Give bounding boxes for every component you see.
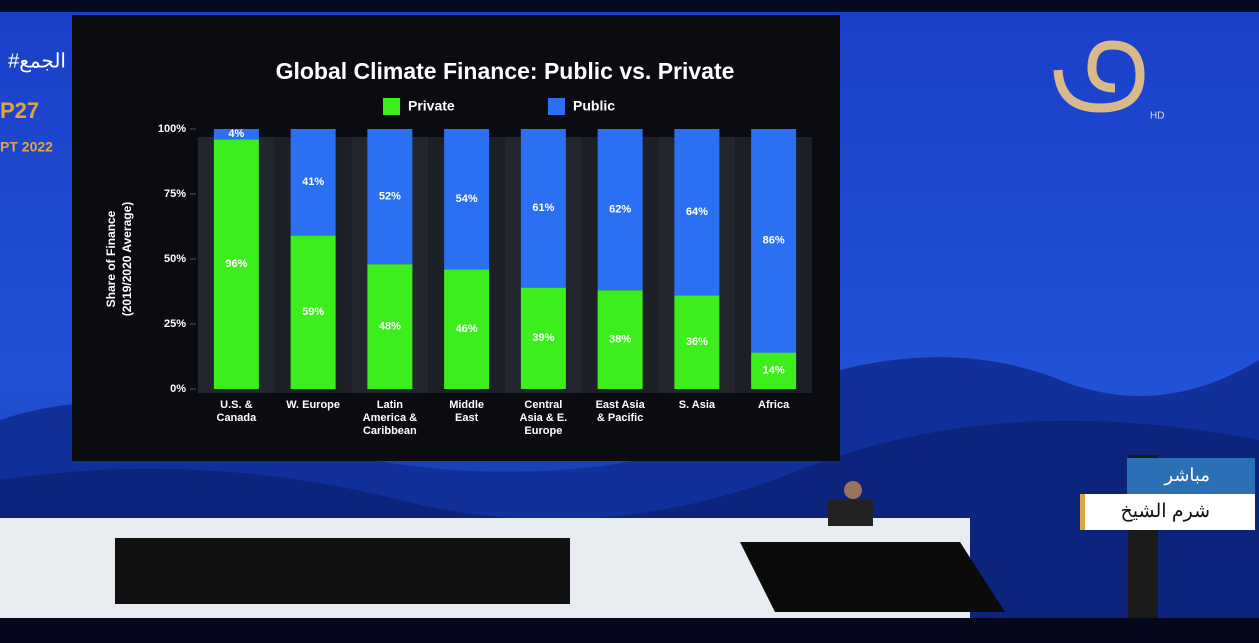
live-label: مباشر (1163, 465, 1210, 486)
bar-segment (213, 129, 259, 140)
location-accent (1080, 494, 1085, 530)
y-tick-label: 0% (170, 383, 186, 395)
data-label: 59% (302, 306, 324, 318)
location-badge (1080, 494, 1255, 530)
y-tick-label: 100% (158, 123, 186, 135)
event-date: PT 2022 (0, 139, 53, 155)
bar-segment (520, 287, 566, 389)
data-label: 54% (456, 193, 478, 205)
data-label: 14% (763, 365, 785, 377)
legend-label: Public (573, 98, 615, 114)
y-axis-label: Share of Finance (104, 210, 118, 307)
data-label: 36% (686, 336, 708, 348)
data-label: 61% (532, 202, 554, 214)
bar-segment (444, 269, 490, 389)
bar-segment (597, 290, 643, 389)
bar-segment (674, 129, 720, 296)
data-label: 4% (228, 128, 244, 140)
bar-segment (520, 129, 566, 288)
seated-head (844, 481, 862, 499)
location-label: شرم الشيخ (1121, 501, 1210, 522)
bar-segment (367, 264, 413, 389)
data-label: 96% (225, 258, 247, 270)
data-label: 38% (609, 334, 631, 346)
y-tick-label: 75% (164, 188, 186, 200)
x-tick-label: W. Europe (286, 399, 340, 411)
x-tick-label: U.S. & Canada (217, 399, 258, 424)
data-label: 86% (763, 235, 785, 247)
y-tick-label: 50% (164, 253, 186, 265)
bar-segment (290, 129, 336, 236)
bar-segment (751, 352, 797, 389)
bar-segment (367, 129, 413, 265)
bar-segment (674, 295, 720, 389)
data-label: 48% (379, 321, 401, 333)
data-label: 41% (302, 176, 324, 188)
legend-swatch (383, 98, 400, 115)
bar-segment (290, 235, 336, 389)
event-name: P27 (0, 98, 39, 123)
x-tick-label: Africa (758, 399, 790, 411)
data-label: 39% (532, 332, 554, 344)
bar-segment (597, 129, 643, 291)
legend-swatch (548, 98, 565, 115)
channel-logo (1053, 40, 1145, 113)
x-tick-label: East Asia & Pacific (596, 399, 646, 424)
data-label: 62% (609, 204, 631, 216)
chart: 0% 25% 50% 75% 100% Share of Finance (2019/202… (104, 98, 812, 437)
desk-monitor (740, 542, 1005, 612)
bar-segment (213, 139, 259, 389)
data-label: 64% (686, 206, 708, 218)
y-axis-label: (2019/2020 Average) (120, 202, 134, 317)
desk-screen (115, 538, 570, 604)
x-tick-label: Central Asia & E. Europe (520, 399, 568, 437)
data-label: 46% (456, 323, 478, 335)
seated-person (828, 500, 873, 526)
top-bar (0, 0, 1259, 12)
audience (0, 618, 1259, 643)
live-badge (1127, 458, 1255, 494)
x-tick-label: Latin America & Caribbean (363, 399, 417, 437)
legend-label: Private (408, 98, 455, 114)
data-label: 52% (379, 191, 401, 203)
hd-badge: HD (1150, 111, 1164, 122)
chart-title: Global Climate Finance: Public vs. Priva… (276, 58, 735, 84)
bar-segment (444, 129, 490, 270)
x-tick-label: Middle East (449, 399, 484, 424)
y-tick-label: 25% (164, 318, 186, 330)
bar-segment (751, 129, 797, 353)
x-tick-label: S. Asia (679, 399, 716, 411)
hashtag: #الجمع (8, 50, 66, 72)
